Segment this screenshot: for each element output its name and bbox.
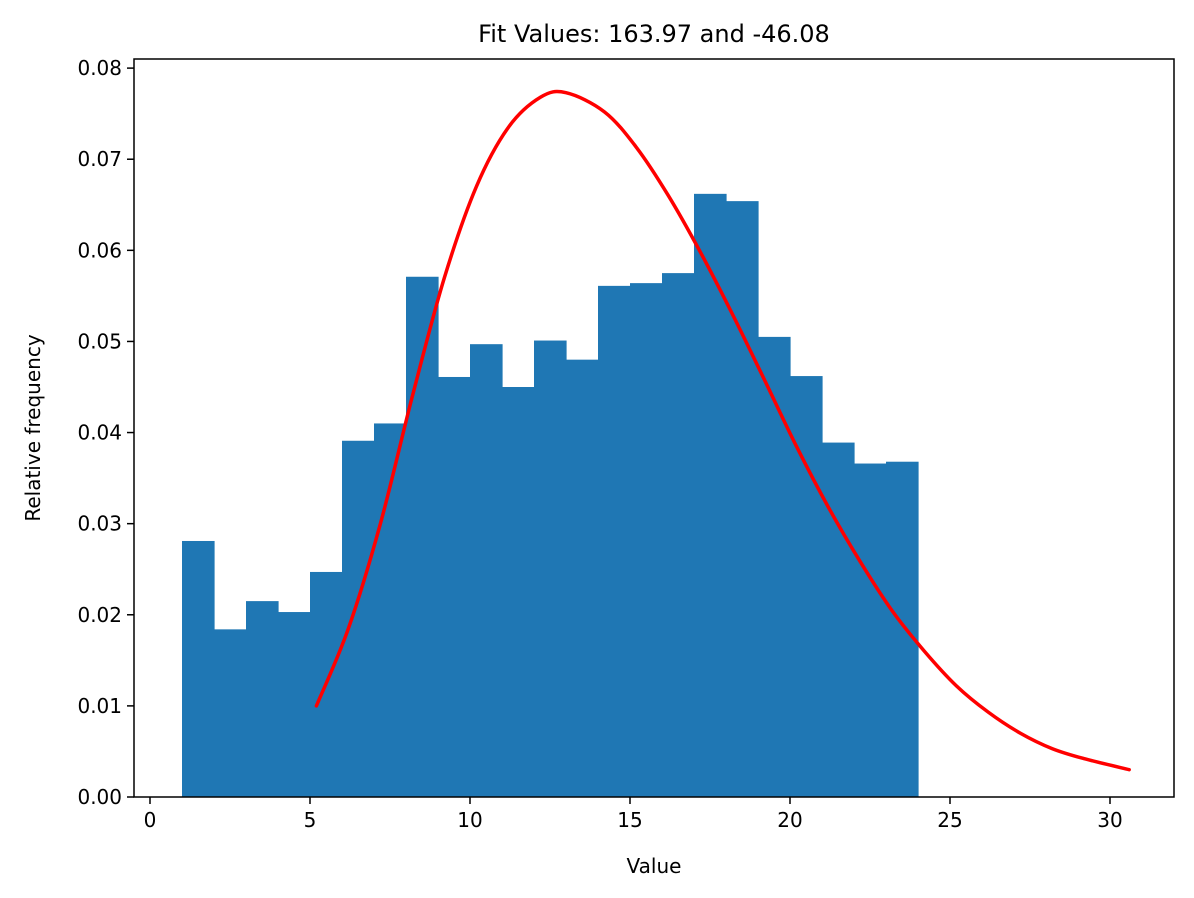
histogram-bar — [502, 387, 535, 797]
y-tick-label: 0.06 — [77, 238, 122, 262]
plot-frame — [133, 58, 1175, 798]
x-tick-label: 10 — [457, 808, 482, 832]
x-tick-label: 30 — [1097, 808, 1122, 832]
histogram-bar — [182, 540, 215, 797]
y-tick-label: 0.07 — [77, 147, 122, 171]
y-axis-ticks: 0.00 0.01 0.02 0.03 0.04 0.05 0.06 0.07 0.08 — [77, 56, 134, 809]
histogram-bar — [854, 463, 887, 797]
histogram-bar — [342, 440, 375, 797]
chart-title: Fit Values: 163.97 and -46.08 — [478, 20, 830, 48]
x-tick-label: 0 — [144, 808, 157, 832]
histogram-bar — [598, 285, 631, 797]
x-axis-ticks: 0 5 10 15 20 25 30 — [144, 797, 1123, 832]
histogram-bars — [182, 193, 919, 798]
histogram-bar — [726, 201, 759, 798]
y-tick-label: 0.00 — [77, 785, 122, 809]
x-tick-label: 25 — [937, 808, 962, 832]
histogram-bar — [246, 601, 279, 797]
y-tick-label: 0.02 — [77, 603, 122, 627]
histogram-bar — [278, 612, 311, 797]
y-tick-label: 0.08 — [77, 56, 122, 80]
y-tick-label: 0.05 — [77, 329, 122, 353]
fit-curve — [314, 89, 1131, 772]
histogram-bar — [758, 336, 791, 797]
histogram-bar — [534, 340, 567, 797]
histogram-bar — [822, 442, 855, 797]
x-tick-label: 5 — [304, 808, 317, 832]
histogram-bar — [470, 344, 503, 797]
histogram-bar — [566, 359, 599, 797]
histogram-bar — [438, 376, 471, 797]
x-tick-label: 20 — [777, 808, 802, 832]
x-axis-label: Value — [627, 854, 682, 878]
histogram-bar — [662, 273, 695, 798]
y-tick-label: 0.03 — [77, 512, 122, 536]
x-tick-label: 15 — [617, 808, 642, 832]
histogram-bar — [886, 461, 919, 797]
histogram-bar — [790, 376, 823, 797]
histogram-bar — [694, 193, 727, 797]
y-tick-label: 0.04 — [77, 421, 122, 445]
y-axis-label: Relative frequency — [21, 334, 45, 521]
y-tick-label: 0.01 — [77, 694, 122, 718]
histogram-bar — [214, 629, 247, 797]
histogram-bar — [630, 283, 663, 798]
